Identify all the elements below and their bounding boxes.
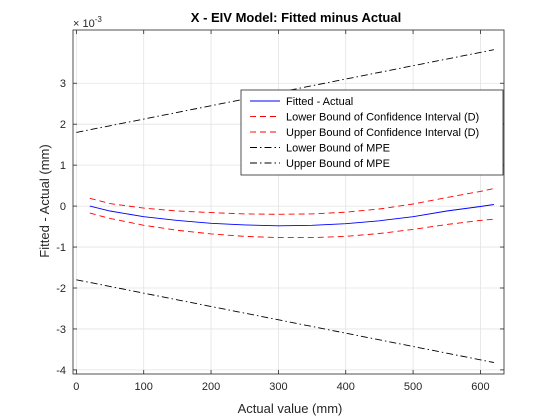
y-axis-label: Fitted - Actual (mm) (37, 144, 52, 257)
y-tick-label-1: -3 (56, 324, 66, 336)
x-axis-label: Actual value (mm) (238, 401, 343, 416)
plot-area (73, 30, 504, 374)
series-line-0 (89, 204, 494, 227)
y-exponent-base: × 10 (73, 18, 95, 30)
x-tick-label-3: 300 (269, 381, 287, 393)
x-tick-label-6: 600 (471, 381, 489, 393)
x-tick-label-5: 500 (404, 381, 422, 393)
ticks: 0 100 200 300 400 500 600 -4 -3 -2 -1 0 1 2 3 (56, 30, 504, 393)
x-tick-label-0: 0 (73, 381, 79, 393)
legend-label-0: Fitted - Actual (286, 96, 353, 108)
x-tick-label-1: 100 (135, 381, 153, 393)
chart-title: X - EIV Model: Fitted minus Actual (191, 10, 401, 25)
series-layer (76, 49, 494, 363)
y-exponent-power: -3 (95, 15, 103, 24)
series-line-4 (76, 49, 494, 133)
legend: Fitted - Actual Lower Bound of Confidence… (240, 89, 504, 176)
legend-items: Fitted - Actual Lower Bound of Confidence… (250, 96, 479, 170)
legend-box (240, 89, 504, 176)
y-tick-label-3: -1 (56, 242, 66, 254)
y-tick-label-4: 0 (60, 201, 66, 213)
y-tick-label-2: -2 (56, 283, 66, 295)
y-tick-label-0: -4 (56, 365, 66, 377)
x-tick-label-4: 400 (337, 381, 355, 393)
y-tick-label-5: 1 (60, 160, 66, 172)
y-tick-label-7: 3 (60, 78, 66, 90)
legend-label-3: Lower Bound of MPE (286, 143, 390, 155)
series-line-3 (76, 279, 494, 363)
y-exponent-label: × 10-3 (73, 15, 102, 30)
legend-label-4: Upper Bound of MPE (286, 158, 390, 170)
series-line-2 (89, 188, 494, 215)
y-tick-label-6: 2 (60, 119, 66, 131)
legend-label-2: Upper Bound of Confidence Interval (D) (286, 127, 479, 139)
legend-label-1: Lower Bound of Confidence Interval (D) (286, 112, 479, 124)
series-line-1 (89, 212, 494, 239)
plot-frame (72, 29, 505, 375)
x-tick-label-2: 200 (202, 381, 220, 393)
